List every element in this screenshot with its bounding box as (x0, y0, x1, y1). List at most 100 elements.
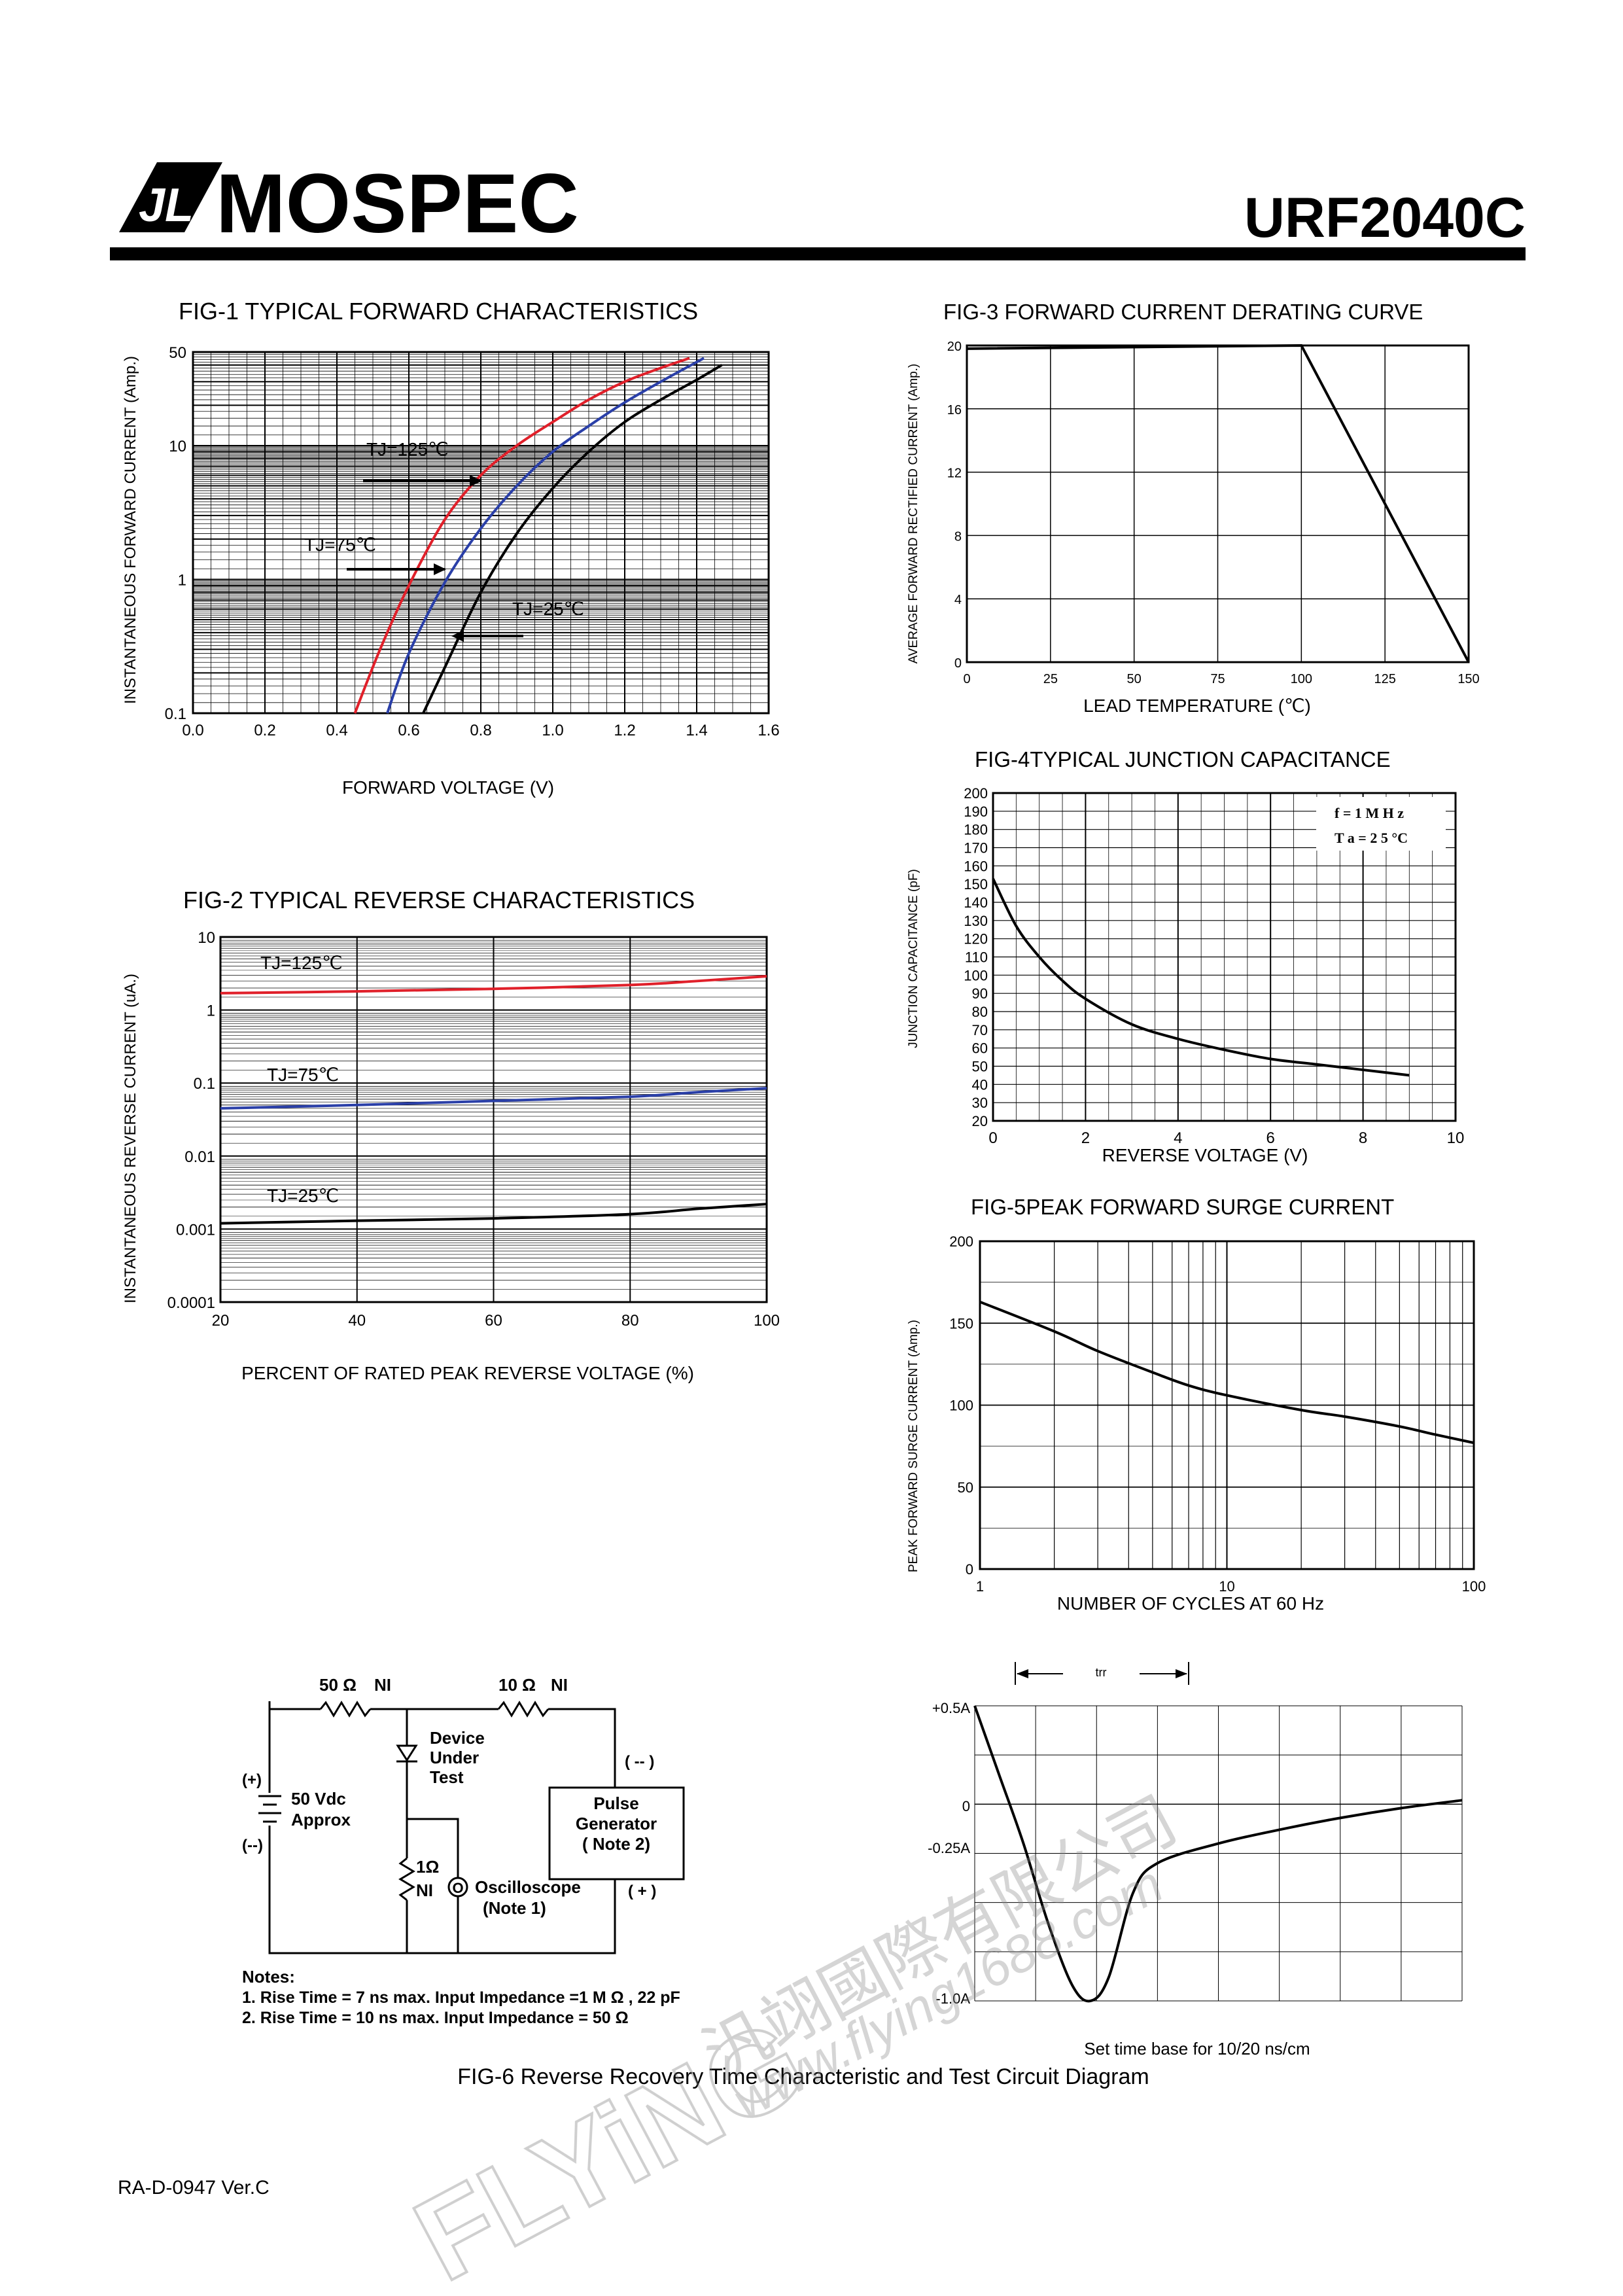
fig5-ytick: 0 (966, 1561, 973, 1578)
fig3-xtick: 100 (1291, 672, 1312, 686)
fig2-xtick: 40 (348, 1312, 366, 1330)
fig5-ytick: 150 (949, 1315, 973, 1332)
fig4-title: FIG-4TYPICAL JUNCTION CAPACITANCE (975, 747, 1391, 771)
fig4-ytick: 100 (964, 967, 988, 983)
fig2-series-2 (220, 1203, 767, 1225)
fig4-ytick: 30 (972, 1095, 988, 1111)
supply-label-2: Approx (291, 1810, 351, 1829)
fig4-plot-frame (992, 792, 1457, 1122)
fig1-xtick: 1.0 (542, 722, 563, 739)
fig1-annot-25: TJ=25℃ (512, 599, 584, 619)
supply-label-1: 50 Vdc (291, 1789, 346, 1809)
fig4-xtick: 2 (1081, 1129, 1090, 1147)
r2-ni-label: NI (551, 1675, 568, 1695)
fig1-arrowhead-75-icon (434, 563, 446, 575)
fig4-xtick: 10 (1447, 1129, 1465, 1147)
fig4-ytick: 40 (972, 1076, 988, 1093)
logo-mark-icon (119, 162, 222, 232)
fig1-xtick: 0.0 (182, 722, 203, 739)
fig1-title: FIG-1 TYPICAL FORWARD CHARACTERISTICS (179, 298, 698, 325)
fig1-ytick: 1 (178, 571, 186, 589)
fig3-ylabel: AVERAGE FORWARD RECTIFIED CURRENT (Amp.) (907, 364, 920, 664)
r2-label: 10 Ω (498, 1675, 536, 1695)
fig1-annot-75: TJ=75℃ (304, 535, 376, 555)
fig2-annot-25: TJ=25℃ (267, 1186, 339, 1206)
fig2-xlabel: PERCENT OF RATED PEAK REVERSE VOLTAGE (%… (241, 1363, 694, 1383)
fig4-xtick: 8 (1359, 1129, 1367, 1147)
trr-arrowhead-left-icon (1017, 1669, 1028, 1678)
fig6-waveform (973, 1705, 1463, 2003)
wave-m10-label: -1.0A (935, 1990, 970, 2007)
fig4-ytick: 60 (972, 1040, 988, 1057)
r1-label: 50 Ω (319, 1675, 357, 1695)
fig1-ytick: 50 (169, 344, 186, 362)
pg-minus-label: ( -- ) (625, 1753, 654, 1771)
logo-glyph: JL (139, 179, 194, 232)
fig4-ytick: 170 (964, 840, 988, 857)
fig1-annot-125: TJ=125℃ (366, 439, 449, 459)
fig5-series-0 (979, 1300, 1475, 1445)
fig3-ytick: 4 (954, 593, 962, 607)
scope-symbol: O (452, 1880, 463, 1896)
fig4-ytick: 90 (972, 985, 988, 1002)
fig1-xlabel: FORWARD VOLTAGE (V) (342, 777, 554, 798)
fig1-xtick: 1.2 (614, 722, 635, 739)
oscilloscope-icon (447, 1877, 468, 1898)
dut-diode-icon (396, 1744, 418, 1762)
watermark-brand: FLYiNG (395, 1994, 825, 2296)
fig4-legend-box (1316, 797, 1446, 851)
fig3-ytick: 0 (954, 656, 962, 671)
fig2-annot-125: TJ=125℃ (260, 953, 343, 973)
scope-label-1: Oscilloscope (475, 1877, 581, 1897)
fig5-title: FIG-5PEAK FORWARD SURGE CURRENT (971, 1195, 1394, 1219)
r1-ni-label: NI (374, 1675, 391, 1695)
header-rule (110, 247, 1526, 260)
fig4-xtick: 0 (988, 1129, 997, 1147)
fig1-series-0 (353, 357, 690, 714)
pg-plus-label: ( + ) (628, 1882, 656, 1900)
fig5-ytick: 50 (958, 1479, 973, 1496)
fig4-ytick: 190 (964, 804, 988, 820)
fig3-series-0 (966, 344, 1470, 663)
fig2-ytick: 0.001 (176, 1221, 215, 1239)
circuit-top-right-wire (548, 1708, 616, 1788)
fig4-ylabel: JUNCTION CAPACITANCE (pF) (907, 869, 920, 1048)
fig1-annotations: TJ=125℃ TJ=75℃ TJ=25℃ (304, 439, 584, 642)
fig4-ytick: 140 (964, 894, 988, 911)
fig1-xtick: 0.2 (254, 722, 275, 739)
fig3-xtick: 75 (1210, 672, 1225, 686)
fig3-xlabel: LEAD TEMPERATURE (℃) (1083, 696, 1311, 716)
trr-arrowhead-right-icon (1176, 1669, 1187, 1678)
fig1-xtick: 0.6 (398, 722, 419, 739)
mospec-logo: JL MOSPEC (119, 157, 579, 251)
fig3-xtick: 0 (963, 672, 970, 686)
scope-wire (407, 1818, 459, 1878)
brand-name: MOSPEC (216, 157, 579, 251)
fig1-chart: 0.0 0.2 0.4 0.6 0.8 1.0 1.2 1.4 1.6 0.1 1 10 50 (165, 344, 780, 739)
dut-label-3: Test (430, 1767, 464, 1787)
timebase-label: Set time base for 10/20 ns/cm (1084, 2039, 1310, 2058)
fig5-ylabel: PEAK FORWARD SURGE CURRENT (Amp.) (907, 1320, 920, 1572)
fig1-ytick: 10 (169, 438, 186, 455)
fig4-ytick: 50 (972, 1059, 988, 1075)
fig2-xtick: 80 (621, 1312, 639, 1330)
fig3-title: FIG-3 FORWARD CURRENT DERATING CURVE (943, 300, 1423, 324)
fig2-xtick: 20 (212, 1312, 230, 1330)
pulse-label-3: ( Note 2) (582, 1834, 650, 1854)
fig1-xtick: 0.4 (326, 722, 347, 739)
fig6-title: FIG-6 Reverse Recovery Time Characterist… (457, 2064, 1149, 2089)
fig3-ytick: 12 (947, 467, 962, 481)
note-2: 2. Rise Time = 10 ns max. Input Impedanc… (242, 2009, 629, 2027)
fig1-series-1 (386, 357, 705, 714)
fig1-ylabel: INSTANTANEOUS FORWARD CURRENT (Amp.) (122, 356, 139, 704)
fig5-ytick: 100 (949, 1398, 973, 1414)
r3-resistor (398, 1857, 415, 1901)
fig4-ytick: 160 (964, 858, 988, 874)
fig2-annotations: TJ=125℃ TJ=75℃ TJ=25℃ (260, 953, 343, 1206)
fig4-xtick: 4 (1174, 1129, 1182, 1147)
fig3-ytick: 20 (947, 340, 962, 354)
fig5-xtick: 100 (1462, 1578, 1486, 1595)
watermark: 汎翊國際有限公司 www.flying1688.com FLYiNG (394, 1783, 1189, 2296)
fig5-plot-frame (979, 1240, 1475, 1570)
